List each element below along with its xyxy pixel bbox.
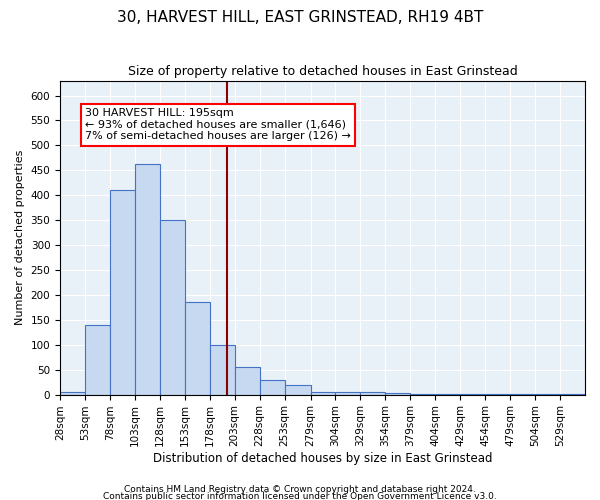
Bar (335, 392, 361, 394)
Text: Contains public sector information licensed under the Open Government Licence v3: Contains public sector information licen… (103, 492, 497, 500)
Text: 30 HARVEST HILL: 195sqm
← 93% of detached houses are smaller (1,646)
7% of semi-: 30 HARVEST HILL: 195sqm ← 93% of detache… (85, 108, 351, 141)
X-axis label: Distribution of detached houses by size in East Grinstead: Distribution of detached houses by size … (153, 452, 492, 465)
Bar (185, 302, 210, 394)
Bar (260, 380, 284, 394)
Bar (85, 325, 110, 394)
Bar (60, 392, 85, 394)
Bar (135, 164, 160, 394)
Bar (160, 220, 185, 394)
Bar (361, 392, 385, 394)
Text: Contains HM Land Registry data © Crown copyright and database right 2024.: Contains HM Land Registry data © Crown c… (124, 486, 476, 494)
Y-axis label: Number of detached properties: Number of detached properties (15, 150, 25, 326)
Title: Size of property relative to detached houses in East Grinstead: Size of property relative to detached ho… (128, 65, 517, 78)
Bar (110, 190, 135, 394)
Bar (284, 384, 311, 394)
Bar (210, 344, 235, 395)
Bar (385, 393, 410, 394)
Bar (311, 392, 335, 394)
Bar (235, 367, 260, 394)
Text: 30, HARVEST HILL, EAST GRINSTEAD, RH19 4BT: 30, HARVEST HILL, EAST GRINSTEAD, RH19 4… (117, 10, 483, 25)
